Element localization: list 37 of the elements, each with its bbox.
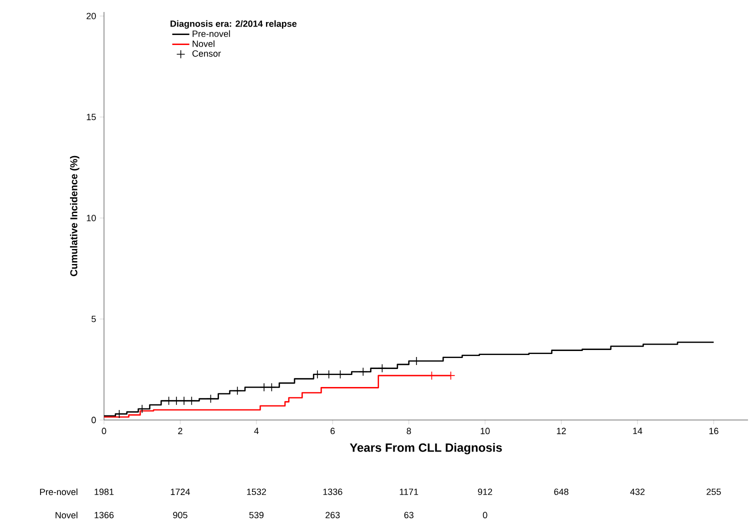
x-axis-title: Years From CLL Diagnosis [350, 443, 502, 454]
y-tick-label: 20 [86, 12, 96, 20]
text: 1532 [247, 488, 266, 495]
y-tick-label: 5 [92, 316, 96, 322]
legend-label: Censor [192, 50, 221, 57]
y-tick-label: 0 [92, 416, 96, 424]
text: 0 [482, 512, 488, 518]
text: 63 [404, 512, 414, 518]
text: Pre-novel [40, 488, 78, 496]
x-tick-label: 4 [254, 428, 259, 434]
text: 912 [478, 488, 492, 495]
y-tick-label: 15 [86, 114, 96, 120]
x-tick-label: 8 [406, 428, 411, 434]
text: 255 [706, 488, 721, 495]
x-tick-label: 6 [330, 428, 335, 434]
text: 1366 [94, 512, 114, 518]
text: 905 [173, 512, 188, 518]
text: 1981 [94, 488, 114, 495]
x-tick-label: 10 [480, 428, 490, 434]
y-axis-title: Cumulative Incidence (%) [70, 156, 80, 276]
legend-label: Novel [192, 40, 214, 47]
text: 432 [630, 488, 645, 495]
x-tick-label: 14 [633, 428, 642, 434]
x-tick-label: 12 [556, 428, 566, 434]
text: 263 [326, 512, 340, 518]
text: 1724 [170, 488, 190, 495]
text: Novel [56, 512, 78, 518]
text: 648 [554, 488, 568, 495]
x-tick-label: 16 [709, 428, 718, 434]
y-tick-label: 10 [86, 214, 96, 222]
text: 1171 [400, 488, 418, 495]
legend-label: Pre-novel [192, 30, 230, 37]
x-tick-label: 2 [178, 428, 182, 434]
x-tick-label: 0 [102, 428, 106, 434]
text: 539 [249, 512, 264, 518]
text: 1336 [323, 488, 342, 495]
legend-title: Diagnosis era: 2/2014 relapse [170, 20, 297, 29]
